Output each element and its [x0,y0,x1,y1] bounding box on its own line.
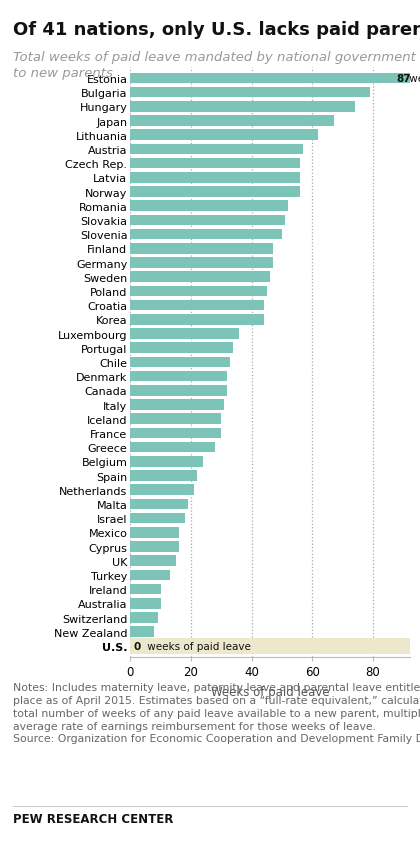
Text: weeks of paid leave: weeks of paid leave [406,74,420,84]
Bar [130,386,227,396]
Bar [130,612,158,624]
Bar [130,371,227,382]
Text: Total weeks of paid leave mandated by national government
to new parents: Total weeks of paid leave mandated by na… [13,51,415,80]
Bar [130,542,179,552]
Bar [130,244,273,254]
Text: 87: 87 [397,74,411,84]
Bar [130,116,333,127]
Bar [130,173,300,183]
Bar [130,456,203,467]
Text: 0: 0 [133,641,140,651]
Bar [130,300,264,311]
Bar [130,258,273,269]
Bar [130,144,303,155]
Bar [130,73,394,84]
Bar [130,315,264,325]
Bar [130,556,176,566]
Bar [130,329,239,339]
Bar [130,159,300,169]
Bar [130,88,370,98]
Bar [130,287,267,297]
X-axis label: Weeks of paid leave: Weeks of paid leave [210,685,329,698]
Bar [130,428,221,438]
Bar [130,443,215,453]
Bar [130,514,185,524]
Bar [130,272,270,282]
Bar [130,102,355,113]
Bar [130,485,194,496]
Bar [130,201,288,212]
Bar [130,471,197,481]
Bar [130,627,155,637]
Bar [130,400,224,410]
Bar [130,187,300,198]
Bar [130,229,282,241]
Bar [130,638,410,654]
Bar [130,499,188,509]
Bar [130,598,160,609]
Bar [394,73,410,84]
Bar [130,584,160,595]
Text: weeks of paid leave: weeks of paid leave [144,641,251,651]
Text: Notes: Includes maternity leave, paternity leave and parental leave entitlements: Notes: Includes maternity leave, paterni… [13,682,420,744]
Bar [130,527,179,538]
Text: Of 41 nations, only U.S. lacks paid parental leave: Of 41 nations, only U.S. lacks paid pare… [13,21,420,39]
Bar [130,357,231,368]
Bar [130,343,234,354]
Bar [130,215,285,226]
Bar [130,131,318,141]
Bar [130,570,170,581]
Bar [130,414,221,425]
Text: PEW RESEARCH CENTER: PEW RESEARCH CENTER [13,812,173,825]
